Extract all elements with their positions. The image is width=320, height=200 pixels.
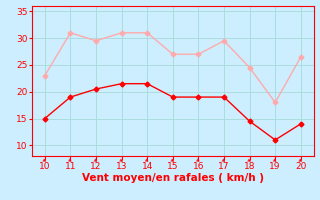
X-axis label: Vent moyen/en rafales ( km/h ): Vent moyen/en rafales ( km/h ) bbox=[82, 173, 264, 183]
